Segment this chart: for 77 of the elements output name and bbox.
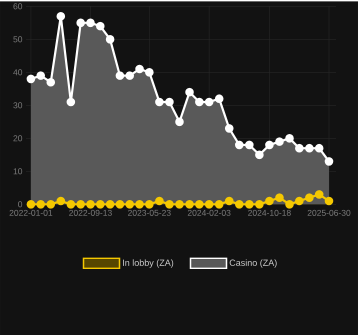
point — [314, 144, 324, 152]
point — [106, 34, 114, 44]
x-tick-label: 2022-09-13 — [69, 210, 112, 216]
point — [295, 196, 304, 206]
x-tick-label: 2025-06-30 — [308, 210, 350, 216]
point — [26, 200, 36, 208]
point — [76, 18, 85, 27]
point — [285, 134, 294, 142]
x-tick-label: 2024-02-03 — [188, 210, 231, 216]
x-tick-label: 2023-05-23 — [128, 210, 171, 216]
x-tick-label: 2022-01-01 — [10, 210, 52, 216]
point — [135, 200, 144, 208]
point — [305, 144, 314, 152]
point — [106, 200, 114, 208]
point — [195, 200, 204, 208]
point — [66, 98, 76, 106]
point — [224, 124, 234, 133]
y-tick-label: 20 — [13, 135, 22, 142]
y-tick-label: 60 — [13, 3, 22, 10]
point — [56, 196, 66, 206]
point — [285, 200, 294, 208]
point — [125, 71, 134, 80]
legend-label: In lobby (ZA) — [123, 259, 174, 268]
y-tick-label: 30 — [13, 102, 22, 108]
point — [86, 18, 95, 27]
point — [214, 200, 224, 208]
y-tick-label: 50 — [13, 36, 22, 42]
y-tick-label: 10 — [14, 168, 22, 174]
point — [66, 200, 76, 208]
point — [56, 12, 66, 20]
point — [86, 200, 95, 208]
point — [116, 71, 124, 80]
point — [324, 156, 334, 166]
point — [204, 98, 214, 106]
point — [255, 200, 264, 208]
point — [245, 200, 254, 208]
point — [36, 200, 46, 208]
point — [165, 98, 174, 106]
point — [275, 193, 284, 202]
point — [46, 200, 56, 208]
point — [265, 140, 274, 150]
point — [135, 64, 144, 74]
point — [46, 78, 56, 86]
point — [145, 68, 154, 76]
point — [36, 71, 46, 80]
point — [235, 140, 244, 150]
point — [255, 150, 264, 159]
point — [314, 190, 324, 199]
y-tick-label: 0 — [18, 201, 22, 208]
point — [76, 200, 85, 208]
point — [96, 200, 105, 208]
point — [295, 144, 304, 152]
point — [224, 196, 234, 206]
legend-label: Casino (ZA) — [230, 259, 277, 268]
point — [155, 98, 164, 106]
point — [235, 200, 244, 208]
point — [185, 88, 194, 96]
point — [204, 200, 214, 208]
point — [165, 200, 174, 208]
point — [305, 193, 314, 202]
point — [185, 200, 194, 208]
point — [245, 140, 254, 150]
point — [175, 117, 184, 126]
point — [26, 74, 36, 84]
point — [145, 200, 154, 208]
y-tick-label: 40 — [13, 69, 22, 76]
point — [214, 94, 224, 103]
point — [96, 22, 105, 30]
x-tick-label: 2024-10-18 — [248, 210, 291, 216]
point — [116, 200, 124, 208]
point — [195, 98, 204, 106]
point — [155, 196, 164, 206]
point — [265, 196, 274, 206]
point — [275, 137, 284, 146]
point — [175, 200, 184, 208]
point — [125, 200, 134, 208]
point — [324, 196, 334, 206]
